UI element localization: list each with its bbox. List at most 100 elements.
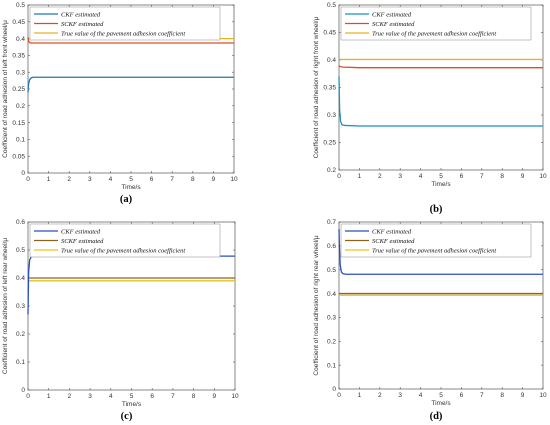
x-tick-label: 2	[67, 176, 71, 183]
legend-box	[340, 6, 532, 41]
legend-entry: CKF estimated	[372, 228, 412, 235]
x-tick-label: 10	[539, 392, 547, 399]
x-tick-label: 8	[500, 173, 504, 180]
y-tick-label: 0.2	[16, 331, 25, 338]
y-tick-label: 0.1	[327, 362, 336, 369]
panel-label: (b)	[430, 204, 443, 215]
y-tick-label: 0.1	[16, 137, 25, 144]
x-tick-label: 1	[47, 176, 51, 183]
x-tick-label: 10	[230, 176, 238, 183]
x-tick-label: 0	[26, 393, 30, 400]
x-tick-label: 6	[150, 176, 154, 183]
x-tick-label: 9	[521, 392, 525, 399]
panel-label: (a)	[120, 194, 133, 205]
x-tick-label: 3	[398, 392, 402, 399]
x-tick-label: 7	[480, 392, 484, 399]
x-tick-label: 8	[191, 176, 195, 183]
y-tick-label: 0	[21, 387, 25, 394]
chart-panel-3: 0 1 2 3 4 5 6 7 8 9 10 0 0.1 0.2 0.3 0.4 0.5 0.6 Time/s Coe…	[2, 219, 239, 422]
x-tick-label: 1	[358, 392, 362, 399]
x-tick-label: 9	[521, 173, 525, 180]
legend-entry: CKF estimated	[372, 11, 412, 18]
x-tick-label: 4	[109, 176, 113, 183]
y-tick-label: 0.5	[327, 2, 336, 9]
x-tick-label: 8	[192, 393, 196, 400]
x-tick-label: 3	[88, 393, 92, 400]
legend-entry: SCKF estimated	[372, 238, 415, 245]
legend-entry: True value of the pavement adhesion coef…	[61, 30, 185, 37]
y-axis-label: Coefficient of road adhesion of right re…	[313, 235, 320, 375]
x-tick-label: 9	[212, 393, 216, 400]
x-tick-label: 7	[480, 173, 484, 180]
x-tick-label: 5	[129, 176, 133, 183]
y-tick-label: 0.5	[327, 267, 336, 274]
x-tick-label: 1	[358, 173, 362, 180]
x-tick-label: 2	[68, 393, 72, 400]
y-tick-label: 0.4	[16, 36, 25, 43]
x-tick-label: 9	[212, 176, 216, 183]
chart-panel-1: 0 1 2 3 4 5 6 7 8 9 10 0 0.05 0.1 0.15 0.2 0.25 0.3 0.35 0.…	[2, 2, 238, 205]
series-line-ckf-estimated	[27, 76, 234, 93]
x-tick-label: 0	[337, 173, 341, 180]
x-axis-label: Time/s	[431, 400, 451, 407]
y-tick-label: 0.25	[12, 86, 25, 93]
x-tick-label: 6	[150, 393, 154, 400]
y-tick-label: 0.3	[327, 315, 336, 322]
y-tick-label: 0.45	[323, 30, 336, 37]
x-axis-label: Time/s	[122, 401, 142, 408]
y-tick-label: 0.2	[16, 103, 25, 110]
x-tick-label: 10	[539, 173, 547, 180]
y-tick-label: 0.45	[12, 19, 25, 26]
y-tick-label: 0.4	[327, 57, 336, 64]
x-tick-label: 4	[109, 393, 113, 400]
y-tick-label: 0.35	[12, 53, 25, 60]
y-tick-label: 0	[21, 170, 25, 177]
y-tick-label: 0.2	[327, 338, 336, 345]
y-tick-label: 0.5	[16, 247, 25, 254]
series-line-ckf-estimated	[338, 76, 543, 127]
x-axis-label: Time/s	[431, 181, 451, 188]
y-tick-label: 0.3	[16, 69, 25, 76]
x-tick-label: 2	[378, 392, 382, 399]
panel-label: (d)	[430, 411, 443, 422]
y-axis-label: Coefficient of road adhesion of left rea…	[2, 238, 9, 374]
y-tick-label: 0.6	[16, 219, 25, 226]
x-tick-label: 2	[378, 173, 382, 180]
legend-box	[29, 6, 221, 41]
series-line-sckf-estimated	[338, 65, 543, 69]
x-tick-label: 1	[47, 393, 51, 400]
x-tick-label: 5	[439, 173, 443, 180]
y-tick-label: 0.25	[323, 140, 336, 147]
x-tick-label: 0	[26, 176, 30, 183]
x-tick-label: 3	[398, 173, 402, 180]
legend-entry: True value of the pavement adhesion coef…	[372, 30, 496, 37]
x-tick-label: 5	[439, 392, 443, 399]
x-tick-label: 3	[88, 176, 92, 183]
y-tick-label: 0.15	[12, 120, 25, 127]
y-tick-label: 0.35	[323, 85, 336, 92]
legend-entry: CKF estimated	[61, 11, 101, 18]
legend-entry: CKF estimated	[61, 228, 101, 235]
x-tick-label: 4	[419, 173, 423, 180]
legend-entry: SCKF estimated	[61, 238, 104, 245]
chart-panel-2: 0 1 2 3 4 5 6 7 8 9 10 0.2 0.25 0.3 0.35 0.4 0.45 0.5 Time…	[313, 2, 547, 215]
legend-box	[340, 223, 532, 258]
legend-entry: SCKF estimated	[61, 21, 104, 28]
y-axis-label: Coefficient of road adhesion of left fro…	[2, 20, 9, 158]
panel-label: (c)	[121, 411, 133, 422]
legend-box	[29, 223, 221, 258]
series-line-ckf-estimated	[338, 229, 543, 275]
x-tick-label: 6	[460, 173, 464, 180]
y-axis-label: Coefficient of road adhesion of right fr…	[313, 16, 320, 158]
y-tick-label: 0.6	[327, 243, 336, 250]
legend-entry: SCKF estimated	[372, 21, 415, 28]
y-tick-label: 0.7	[327, 219, 336, 226]
x-tick-label: 10	[231, 393, 239, 400]
y-tick-label: 0.1	[16, 359, 25, 366]
legend-entry: True value of the pavement adhesion coef…	[61, 247, 185, 254]
chart-panel-4: 0 1 2 3 4 5 6 7 8 9 10 0 0.1 0.2 0.3 0.4 0.5 0.6 0.7 Time/s…	[313, 219, 547, 422]
legend-entry: True value of the pavement adhesion coef…	[372, 247, 496, 254]
x-tick-label: 8	[500, 392, 504, 399]
y-tick-label: 0.5	[16, 2, 25, 9]
